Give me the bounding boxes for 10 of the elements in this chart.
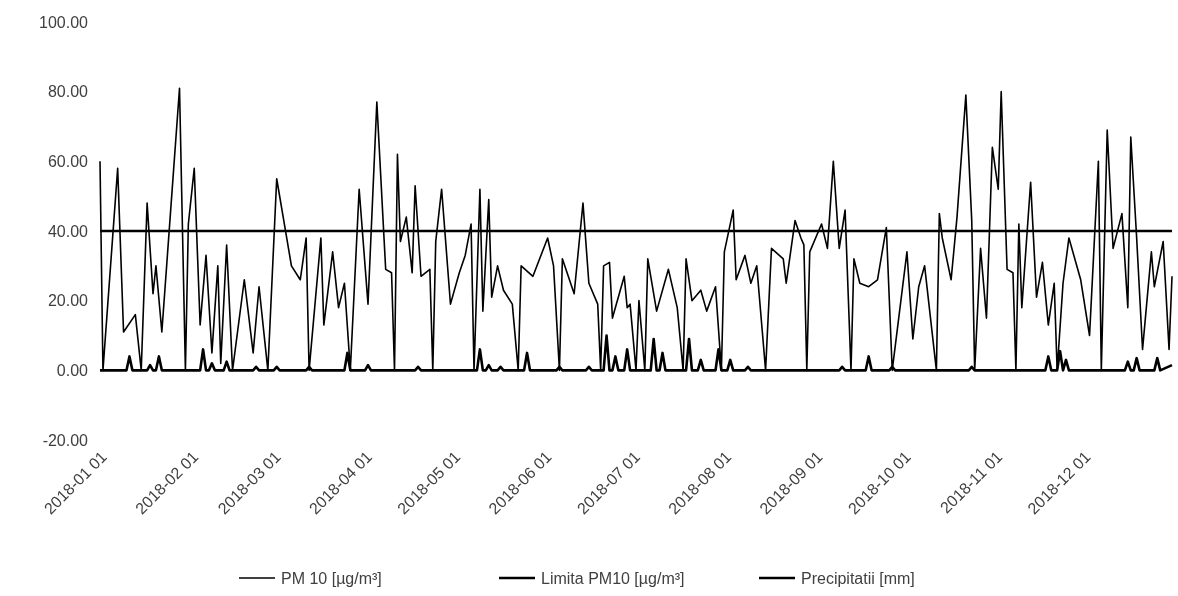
legend-label: PM 10 [µg/m³] [281, 569, 382, 587]
y-tick-label: 40.00 [47, 222, 89, 240]
y-tick-label: 0.00 [56, 361, 89, 379]
y-tick-label: -20.00 [42, 431, 89, 449]
y-tick-label: 20.00 [47, 292, 89, 310]
y-tick-label: 80.00 [47, 83, 89, 101]
y-tick-label: 100.00 [39, 13, 89, 31]
y-tick-label: 60.00 [47, 152, 89, 170]
legend-label: Precipitatii [mm] [801, 569, 915, 587]
legend-label: Limita PM10 [µg/m³] [541, 569, 685, 587]
